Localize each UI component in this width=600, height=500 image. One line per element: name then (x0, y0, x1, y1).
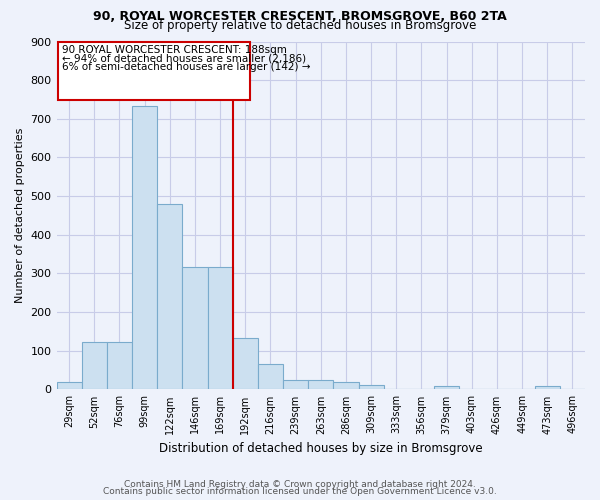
Text: Contains HM Land Registry data © Crown copyright and database right 2024.: Contains HM Land Registry data © Crown c… (124, 480, 476, 489)
Bar (56, 382, 82, 390)
Bar (283, 380, 308, 390)
Bar (258, 364, 283, 390)
Bar (233, 338, 258, 390)
Bar (535, 386, 560, 390)
Bar (208, 268, 233, 390)
Bar (359, 385, 383, 390)
Text: 6% of semi-detached houses are larger (142) →: 6% of semi-detached houses are larger (1… (62, 62, 310, 72)
Bar (308, 380, 334, 390)
X-axis label: Distribution of detached houses by size in Bromsgrove: Distribution of detached houses by size … (159, 442, 482, 455)
Bar (157, 204, 182, 390)
Bar (182, 268, 208, 390)
Text: ← 94% of detached houses are smaller (2,186): ← 94% of detached houses are smaller (2,… (62, 53, 305, 63)
Text: Contains public sector information licensed under the Open Government Licence v3: Contains public sector information licen… (103, 487, 497, 496)
Text: 90, ROYAL WORCESTER CRESCENT, BROMSGROVE, B60 2TA: 90, ROYAL WORCESTER CRESCENT, BROMSGROVE… (93, 10, 507, 23)
Bar (434, 386, 459, 390)
Bar (107, 342, 132, 390)
Bar (334, 382, 359, 390)
Text: 90 ROYAL WORCESTER CRESCENT: 188sqm: 90 ROYAL WORCESTER CRESCENT: 188sqm (62, 44, 286, 54)
Y-axis label: Number of detached properties: Number of detached properties (15, 128, 25, 303)
FancyBboxPatch shape (58, 42, 250, 100)
Text: Size of property relative to detached houses in Bromsgrove: Size of property relative to detached ho… (124, 19, 476, 32)
Bar (82, 342, 107, 390)
Bar (132, 106, 157, 390)
